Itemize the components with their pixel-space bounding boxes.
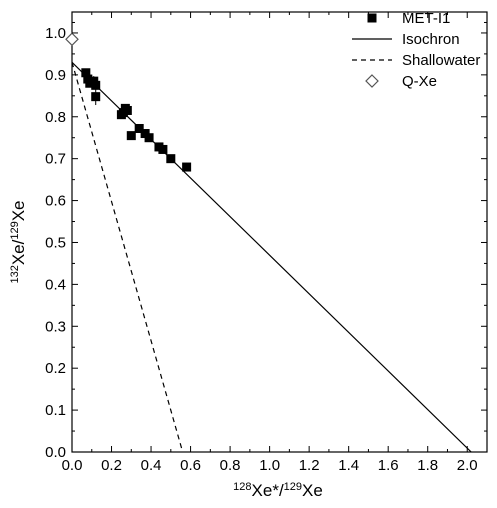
y-tick-label: 0.0 [45, 444, 66, 461]
x-tick-label: 0.2 [101, 457, 122, 474]
data-point [81, 68, 91, 78]
data-point [134, 123, 144, 133]
legend-symbol-qxe [365, 74, 379, 88]
x-tick-label: 0.4 [141, 457, 162, 474]
data-point [144, 133, 154, 143]
isochron-line [72, 61, 472, 452]
data-point [122, 105, 132, 115]
y-tick-label: 0.6 [45, 193, 66, 210]
x-tick-label: 1.6 [378, 457, 399, 474]
legend-symbol-met-i1 [367, 13, 377, 23]
data-point [182, 162, 192, 172]
data-point [158, 144, 168, 154]
legend-label: Q-Xe [402, 73, 437, 90]
qxe-point [65, 32, 79, 47]
y-axis-label: 132Xe/129Xe [9, 200, 28, 283]
legend-label: Isochron [402, 31, 460, 48]
ticks-layer: 0.0 0.2 0.4 0.6 0.8 1.0 1.2 1.4 1.6 1.8 2.0 0.0 0.1 0… [45, 12, 487, 474]
y-tick-label: 0.9 [45, 67, 66, 84]
data-point [166, 154, 176, 164]
y-tick-label: 0.7 [45, 151, 66, 168]
y-tick-label: 0.4 [45, 276, 66, 293]
x-tick-label: 1.8 [417, 457, 438, 474]
line-shallowater [72, 62, 184, 452]
y-tick-label: 0.1 [45, 402, 66, 419]
y-tick-label: 0.8 [45, 109, 66, 126]
plot-border [71, 11, 488, 453]
y-tick-label: 1.0 [45, 25, 66, 42]
x-tick-label: 2.0 [457, 457, 478, 474]
x-tick-label: 0.0 [62, 457, 83, 474]
series-layer [65, 32, 472, 452]
y-tick-label: 0.3 [45, 318, 66, 335]
x-tick-label: 1.4 [338, 457, 359, 474]
x-tick-label: 1.0 [259, 457, 280, 474]
data-point [91, 80, 101, 90]
line-isochron [72, 61, 472, 452]
x-tick-label: 0.6 [180, 457, 201, 474]
data-point [91, 92, 101, 102]
data-point [126, 131, 136, 141]
legend-label: MET-I1 [402, 10, 450, 27]
y-tick-label: 0.5 [45, 234, 66, 251]
x-axis-label: 128Xe*/129Xe [233, 481, 323, 500]
x-tick-label: 1.2 [299, 457, 320, 474]
y-tick-label: 0.2 [45, 360, 66, 377]
x-tick-label: 0.8 [220, 457, 241, 474]
legend: MET-I1 Isochron Shallowater Q-Xe [352, 10, 480, 90]
plot-frame [71, 11, 488, 453]
legend-label: Shallowater [402, 52, 480, 69]
shallowater-line [72, 62, 184, 452]
